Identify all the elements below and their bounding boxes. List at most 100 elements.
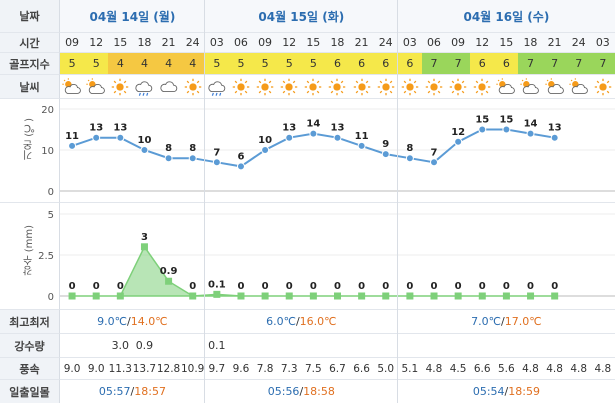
rain-axis-label: 강수 (mm) [24,225,35,276]
temp-value-label: 8 [189,143,196,154]
day-sunrise-sunset: 05:54/18:59 [398,380,615,403]
rain-point [502,292,510,300]
day-sunrise-sunset: 05:57/18:57 [60,380,205,403]
precip-cell [301,334,325,357]
time-row: 09 12 15 18 21 24 03 06 09 12 15 18 21 24 03 06 09 12 15 18… [60,33,615,53]
sun-icon [184,78,201,95]
sunset-time: 18:57 [134,385,166,398]
temp-point [381,150,390,159]
temp-value-label: 10 [137,135,151,146]
golf-index-cell: 4 [108,53,133,74]
rain-point [527,292,535,300]
rain-point [261,292,269,300]
precip-cell: 3.0 [111,339,130,352]
time-cell: 15 [499,36,514,49]
sun-icon [353,78,370,95]
golf-index-label: 골프지수 [0,53,60,75]
rain-point [189,292,197,300]
temp-axis-label: 기온 (℃) [24,118,35,160]
temp-value-label: 13 [89,123,103,134]
time-cell: 18 [523,36,538,49]
time-cell: 06 [233,36,248,49]
rain-value-label: 0 [69,281,76,292]
golf-index-cell: 6 [325,53,350,74]
sun-icon [253,75,277,98]
precip-cell [277,334,301,357]
temp-point [454,137,463,146]
rain-point [478,292,486,300]
temp-point [502,125,511,134]
partly-cloudy-icon [494,75,518,98]
day-header: 04월 15일 (화) [204,0,398,33]
sun-icon [301,75,325,98]
golf-index-cell: 5 [84,53,109,74]
rain-point [237,292,245,300]
rain-axis-panel [0,203,60,310]
rain-value-label: 0 [406,281,413,292]
rain-value-label: 0 [189,281,196,292]
wind-cell: 5.6 [497,362,515,375]
temp-point [140,146,149,154]
max-temp: 14.0℃ [130,315,168,328]
temp-point [430,158,439,167]
precip-label: 강수량 [0,334,60,358]
y-tick-label: 10 [41,146,54,157]
temp-chart: 0 10 20 11 13 13 10 8 8 7 6 10 13 14 13 11 9 8 7 12 15 15 14 13 [41,99,615,203]
partly-cloudy-icon [60,75,84,98]
precip-cell [543,334,567,357]
temp-value-label: 11 [355,131,369,142]
sun-icon [181,75,205,98]
time-cell: 06 [426,36,441,49]
wind-cell: 6.6 [353,362,370,375]
rain-point [406,292,414,300]
precip-cell [60,334,84,357]
partly-cloudy-icon [86,77,106,94]
temp-point [188,154,197,163]
sunset-time: 18:59 [508,385,540,398]
sun-icon [277,75,301,98]
time-cell: 24 [185,36,200,49]
golf-index-cell: 5 [253,53,278,74]
temp-point [285,133,294,142]
sun-icon [470,75,494,98]
golf-index-cell: 5 [301,53,326,74]
min-max-separator: / [295,315,300,328]
wind-cell: 4.5 [449,362,467,375]
rain-point [165,277,173,285]
precip-cell [350,334,374,357]
temp-value-label: 13 [331,123,345,134]
sun-icon [280,78,298,95]
rain-point [430,292,438,300]
time-cell: 15 [113,36,128,49]
sunrise-time: 05:54 [472,385,505,398]
wind-cell: 9.7 [208,362,226,375]
golf-index-cell: 5 [60,53,85,74]
sun-icon [473,78,491,95]
wind-cell: 4.8 [570,362,588,375]
rain-value-label: 0.9 [160,266,178,277]
temp-point [478,125,487,134]
temp-chart-svg: 0 10 20 11 13 13 10 8 8 7 6 10 13 14 13 11 9 8 7 12 15 15 14 13 [41,105,615,198]
rain-cloud-icon [205,75,229,98]
golf-index-cell: 6 [494,53,519,74]
sunrise-sunset-row: 05:57/18:57 05:56/18:58 05:54/18:59 [60,380,615,403]
golf-index-cell: 5 [228,53,253,74]
wind-cell: 5.1 [401,362,419,375]
precip-cell [591,334,615,357]
rain-point [285,292,293,300]
day-sunrise-sunset: 05:56/18:58 [205,380,398,403]
precip-cell [157,334,181,357]
rain-point [358,292,366,300]
day-min-max: 9.0℃/14.0℃ [60,310,205,333]
time-cell: 09 [65,36,80,49]
rain-point [551,292,559,300]
time-cell: 03 [595,36,610,49]
y-tick-label: 0 [48,292,54,303]
wind-cell: 4.8 [594,362,612,375]
time-cell: 03 [402,36,417,49]
precip-cell [84,334,108,357]
rain-value-label: 0 [358,281,365,292]
sun-icon [398,75,422,98]
rain-value-label: 0 [237,281,244,292]
golf-index-cell: 7 [590,53,615,74]
